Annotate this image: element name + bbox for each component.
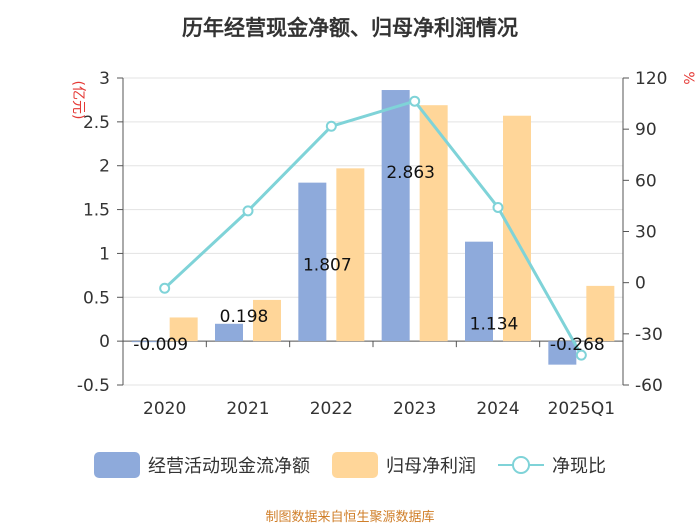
bar-cashflow	[215, 323, 243, 342]
bar-net-profit	[336, 168, 365, 342]
bar-net-profit	[503, 115, 531, 342]
legend-swatch-cashflow	[94, 452, 140, 478]
data-label-cashflow: 2.863	[386, 163, 435, 183]
source-note: 制图数据来自恒生聚源数据库	[265, 510, 435, 525]
bar-net-profit	[253, 299, 281, 342]
left-tick-label: 1.5	[83, 201, 110, 221]
point-cash-ratio	[159, 282, 171, 294]
data-label-cashflow: -0.268	[550, 335, 605, 355]
bar-net-profit	[586, 285, 615, 342]
legend-swatch-cash-ratio	[498, 452, 544, 478]
legend-swatch-net-profit	[332, 452, 378, 478]
bar-cashflow	[131, 341, 160, 343]
legend-label-cash-ratio: 净现比	[552, 456, 606, 477]
line-layer	[159, 95, 587, 361]
left-axis-unit: (亿元)	[70, 81, 86, 120]
data-label-cashflow: 0.198	[220, 307, 269, 327]
left-tick-label: 0.5	[83, 288, 110, 308]
bar-net-profit	[169, 317, 198, 342]
x-tick-label: 2023	[393, 399, 436, 419]
right-tick-label: 0	[635, 274, 646, 294]
point-cash-ratio	[325, 120, 337, 132]
left-tick-label: 2	[99, 157, 110, 177]
x-tick-label: 2021	[226, 399, 269, 419]
data-label-cashflow: -0.009	[133, 335, 188, 355]
x-tick-label: 2024	[476, 399, 519, 419]
bar-cashflow	[298, 182, 327, 342]
bar-cashflow	[465, 241, 493, 342]
point-cash-ratio	[492, 201, 504, 213]
legend-label-net-profit: 归母净利润	[386, 456, 476, 477]
right-tick-label: -60	[635, 376, 663, 396]
legend-label-cashflow: 经营活动现金流净额	[148, 456, 310, 477]
x-tick-label: 2025Q1	[548, 399, 615, 419]
label-layer: -0.009 0.198 1.807 2.863 1.134 -0.268	[133, 163, 604, 355]
axis-layer: -0.5 0 0.5 1 1.5 2 2.5 3 -60 -30 0 30 60 90 120 (亿元)% 20…	[70, 69, 696, 419]
data-label-cashflow: 1.807	[303, 256, 352, 276]
right-tick-label: 120	[635, 69, 667, 89]
right-tick-label: 30	[635, 223, 657, 243]
point-cash-ratio	[575, 349, 587, 361]
right-tick-label: -30	[635, 325, 663, 345]
data-label-cashflow: 1.134	[470, 315, 519, 335]
line-cash-ratio	[163, 99, 583, 356]
left-tick-label: 1	[99, 244, 110, 264]
legend-item-cash-ratio[interactable]: 净现比	[498, 452, 606, 478]
grid-layer	[123, 77, 623, 386]
right-axis-unit: %	[680, 71, 696, 84]
left-tick-label: 2.5	[83, 113, 110, 133]
right-tick-label: 60	[635, 171, 657, 191]
bar-cashflow	[381, 90, 410, 342]
left-tick-label: -0.5	[77, 376, 110, 396]
bar-net-profit	[419, 105, 448, 342]
bar-cashflow	[548, 341, 577, 365]
point-cash-ratio	[409, 95, 421, 107]
right-tick-label: 90	[635, 120, 657, 140]
legend-item-net-profit[interactable]: 归母净利润	[332, 452, 476, 478]
left-tick-label: 3	[99, 69, 110, 89]
point-cash-ratio	[242, 205, 254, 217]
x-tick-label: 2020	[143, 399, 186, 419]
left-tick-label: 0	[99, 332, 110, 352]
legend-item-cashflow[interactable]: 经营活动现金流净额	[94, 452, 310, 478]
bar-layer	[131, 90, 615, 365]
x-tick-label: 2022	[310, 399, 353, 419]
legend: 经营活动现金流净额 归母净利润 净现比	[0, 452, 700, 478]
chart-title: 历年经营现金净额、归母净利润情况	[182, 16, 518, 40]
